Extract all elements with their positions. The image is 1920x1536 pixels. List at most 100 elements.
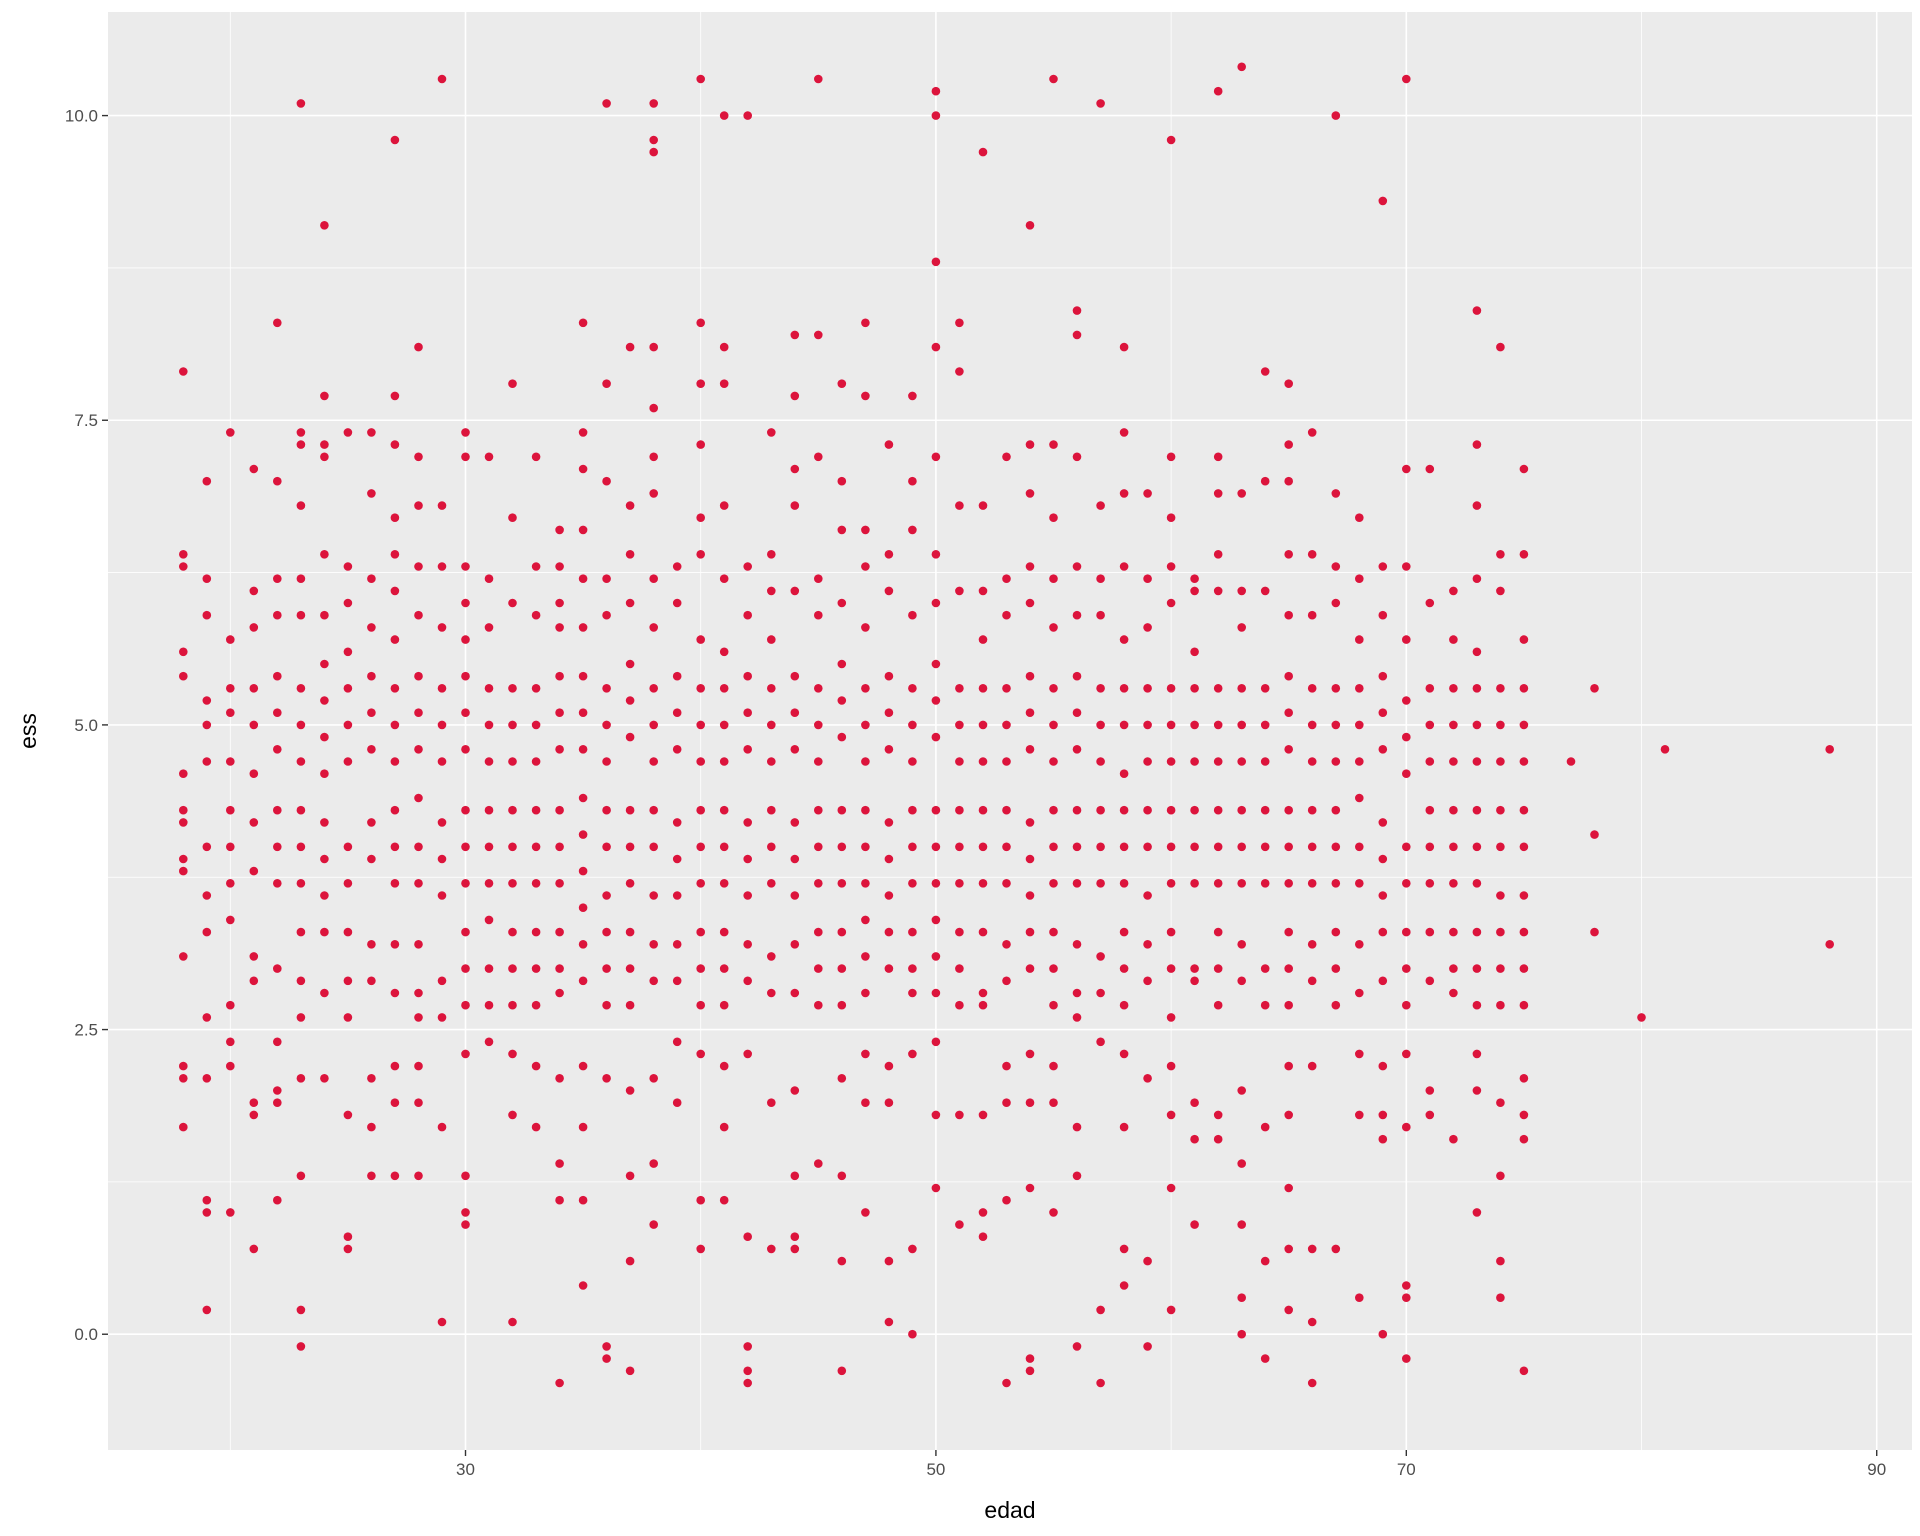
data-point [1519,1000,1529,1010]
data-point [273,805,282,815]
data-point [719,647,729,657]
data-point [343,1244,353,1254]
data-point [1284,927,1293,937]
data-point [602,476,611,486]
data-point [1449,720,1458,730]
data-point [1402,769,1411,778]
data-point [555,927,564,937]
data-point [1072,671,1082,681]
data-point [1355,1293,1364,1302]
data-point [508,757,517,766]
data-point [931,1183,941,1193]
data-point [578,428,588,437]
data-point [814,927,823,937]
data-point [1049,805,1058,815]
data-point [884,891,894,900]
data-point [1825,745,1834,754]
data-point [884,1061,894,1071]
data-point [320,659,329,669]
data-point [790,671,800,681]
data-point [837,598,847,608]
data-point [1378,1134,1388,1144]
data-point [296,1171,306,1181]
data-point [249,684,259,693]
data-point [1096,879,1105,888]
data-point [1072,940,1082,949]
data-point [414,671,423,681]
data-point [1237,720,1246,730]
data-point [249,586,259,596]
data-point [249,720,259,730]
data-point [861,879,870,888]
data-point [1025,854,1035,864]
data-point [437,501,447,510]
data-point [296,927,306,937]
data-point [414,940,423,949]
data-point [861,525,870,535]
data-point [1002,1195,1011,1205]
data-point [531,562,541,571]
data-point [837,927,847,937]
data-point [226,842,235,852]
data-point [767,550,776,559]
data-point [390,842,400,852]
data-point [672,745,682,754]
data-point [931,805,941,815]
data-point [1472,879,1482,888]
data-point [1002,1378,1011,1388]
data-point [1496,550,1505,559]
data-point [1472,1086,1482,1095]
data-point [1519,1110,1529,1120]
data-point [719,574,729,583]
data-point [790,1171,800,1181]
data-point [672,598,682,608]
data-point [1166,1013,1176,1022]
data-point [296,99,306,108]
data-point [625,879,635,888]
data-point [1378,1110,1388,1120]
data-point [578,525,588,535]
data-point [1307,757,1317,766]
data-point [1119,562,1129,571]
x-axis-ticks: 30 50 70 90 [456,1450,1886,1479]
data-point [414,501,423,510]
data-point [955,842,964,852]
x-axis-title: edad [984,1497,1035,1523]
data-point [202,1195,212,1205]
data-point [955,964,964,973]
data-point [1213,1000,1223,1010]
data-point [1472,647,1482,657]
data-point [249,464,259,474]
data-point [767,952,776,961]
data-point [955,927,964,937]
data-point [955,501,964,510]
data-point [1307,842,1317,852]
data-point [884,671,894,681]
data-point [1096,684,1105,693]
data-point [1025,1098,1035,1107]
data-point [414,745,423,754]
data-point [1213,964,1223,973]
data-point [1331,879,1341,888]
data-point [1166,805,1176,815]
data-point [1190,1134,1199,1144]
data-point [1190,1098,1199,1107]
data-point [461,1049,470,1059]
data-point [437,891,447,900]
data-point [1190,964,1199,973]
data-point [508,513,517,522]
data-point [531,842,541,852]
data-point [1307,684,1317,693]
data-point [1331,805,1341,815]
data-point [1143,757,1152,766]
data-point [602,842,611,852]
data-point [390,513,400,522]
data-point [649,574,658,583]
data-point [179,866,188,876]
data-point [743,562,752,571]
data-point [625,696,635,705]
data-point [531,1061,541,1071]
data-point [743,745,752,754]
data-point [226,428,235,437]
data-point [1143,489,1152,498]
